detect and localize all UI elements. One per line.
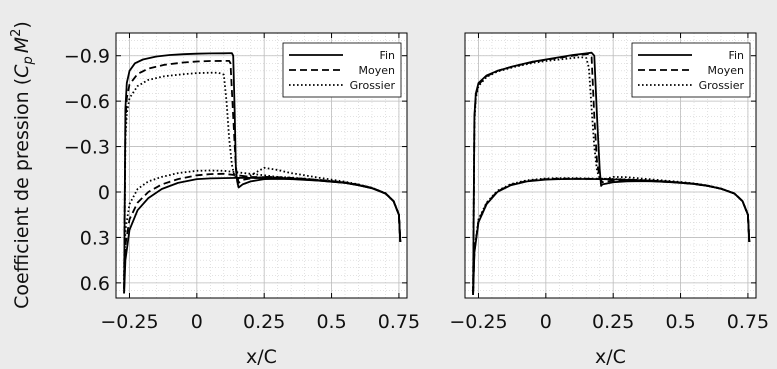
x-tick-label: 0.75 bbox=[727, 311, 769, 333]
y-axis-label: Coefficient de pression (CpM2) bbox=[9, 21, 36, 309]
x-tick-label: 0.25 bbox=[243, 311, 285, 333]
series-group bbox=[123, 52, 402, 294]
legend: Fin Moyen Grossier bbox=[631, 42, 751, 98]
x-tick-label: 0 bbox=[540, 311, 552, 333]
x-axis-label: x/C bbox=[595, 346, 626, 368]
x-tick-label: 0.5 bbox=[316, 311, 346, 333]
legend-label-moyen: Moyen bbox=[708, 64, 744, 77]
y-tick-label: 0 bbox=[98, 182, 110, 204]
x-tick-label: −0.25 bbox=[449, 311, 507, 333]
series-line-grossier-upper bbox=[123, 71, 402, 280]
legend-label-grossier: Grossier bbox=[350, 79, 396, 92]
legend-label-fin: Fin bbox=[728, 49, 744, 62]
chart-panel-2: −0.25 0 0.25 0.5 0.75 x/C Fin Moyen Grossier bbox=[449, 32, 769, 368]
x-tick-label: −0.25 bbox=[100, 311, 158, 333]
series-group bbox=[472, 51, 751, 296]
series-line-grossier-upper bbox=[472, 56, 751, 292]
y-tick-label: −0.9 bbox=[64, 46, 110, 68]
plot-frame bbox=[464, 32, 757, 299]
plot-frame bbox=[115, 32, 408, 299]
legend-label-grossier: Grossier bbox=[699, 79, 745, 92]
x-tick-label: 0.25 bbox=[592, 311, 634, 333]
series-line-grossier-lower bbox=[123, 169, 402, 280]
legend-label-moyen: Moyen bbox=[359, 64, 395, 77]
y-tick-label: −0.6 bbox=[64, 91, 110, 113]
x-tick-label: 0 bbox=[191, 311, 203, 333]
chart-panel-1: −0.25 0 0.25 0.5 0.75 −0.9 −0.6 −0.3 0 0.3 0.6 x/C F… bbox=[64, 32, 420, 368]
y-tick-label: 0.3 bbox=[80, 227, 110, 249]
legend: Fin Moyen Grossier bbox=[282, 42, 402, 98]
x-tick-label: 0.75 bbox=[378, 311, 420, 333]
y-tick-label: 0.6 bbox=[80, 273, 110, 295]
x-axis-label: x/C bbox=[246, 346, 277, 368]
x-tick-label: 0.5 bbox=[665, 311, 695, 333]
y-tick-label: −0.3 bbox=[64, 137, 110, 159]
series-line-grossier-lower bbox=[472, 177, 751, 292]
legend-label-fin: Fin bbox=[379, 49, 395, 62]
